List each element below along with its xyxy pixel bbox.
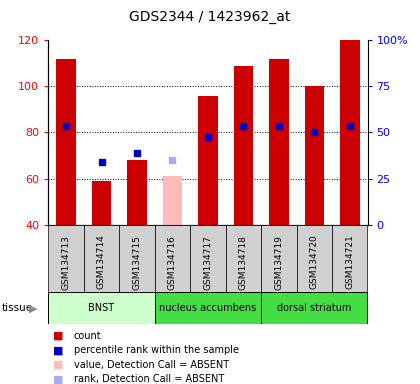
Text: GDS2344 / 1423962_at: GDS2344 / 1423962_at	[129, 10, 291, 23]
Text: GSM134713: GSM134713	[62, 235, 71, 290]
Text: count: count	[74, 331, 101, 341]
Bar	[190, 225, 226, 292]
Bar	[297, 225, 332, 292]
Text: ▶: ▶	[29, 303, 37, 313]
Text: BNST: BNST	[89, 303, 115, 313]
Text: ■: ■	[52, 331, 63, 341]
Bar	[261, 292, 368, 324]
Text: ■: ■	[52, 374, 63, 384]
Bar	[234, 66, 253, 225]
Text: GSM134715: GSM134715	[132, 235, 142, 290]
Text: GSM134721: GSM134721	[345, 235, 354, 290]
Bar	[127, 160, 147, 225]
Text: ■: ■	[52, 345, 63, 355]
Bar	[198, 96, 218, 225]
Bar	[119, 225, 155, 292]
Bar	[92, 181, 111, 225]
Bar	[261, 225, 297, 292]
Text: tissue: tissue	[2, 303, 33, 313]
Text: dorsal striatum: dorsal striatum	[277, 303, 352, 313]
Text: ■: ■	[52, 360, 63, 370]
Text: percentile rank within the sample: percentile rank within the sample	[74, 345, 239, 355]
Bar	[56, 59, 76, 225]
Text: GSM134716: GSM134716	[168, 235, 177, 290]
Text: value, Detection Call = ABSENT: value, Detection Call = ABSENT	[74, 360, 228, 370]
Text: GSM134717: GSM134717	[203, 235, 213, 290]
Text: GSM134719: GSM134719	[274, 235, 284, 290]
Bar	[84, 225, 119, 292]
Bar	[269, 59, 289, 225]
Bar	[155, 292, 261, 324]
Bar	[48, 292, 155, 324]
Text: nucleus accumbens: nucleus accumbens	[159, 303, 257, 313]
Bar	[226, 225, 261, 292]
Bar	[155, 225, 190, 292]
Bar	[340, 40, 360, 225]
Bar	[304, 86, 324, 225]
Text: GSM134718: GSM134718	[239, 235, 248, 290]
Bar	[163, 176, 182, 225]
Bar	[48, 225, 84, 292]
Bar	[332, 225, 368, 292]
Text: rank, Detection Call = ABSENT: rank, Detection Call = ABSENT	[74, 374, 224, 384]
Text: GSM134720: GSM134720	[310, 235, 319, 290]
Text: GSM134714: GSM134714	[97, 235, 106, 290]
